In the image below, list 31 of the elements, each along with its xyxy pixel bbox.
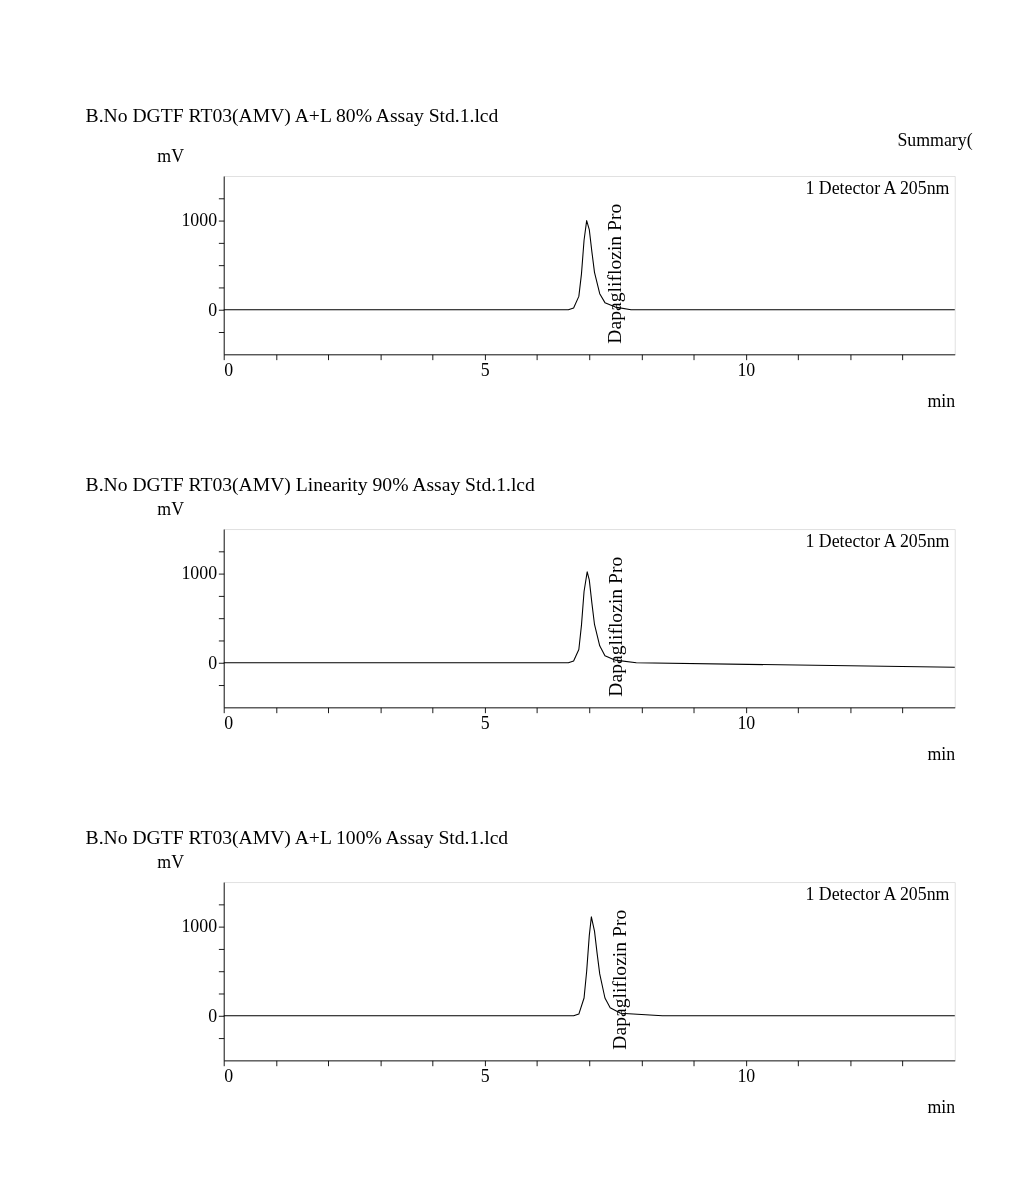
chart-title: B.No DGTF RT03(AMV) A+L 80% Assay Std.1.lcd	[85, 104, 499, 127]
x-tick-label: 5	[480, 1066, 490, 1087]
y-axis-title: mV	[157, 146, 185, 167]
x-tick-label: 5	[480, 360, 490, 381]
text: 1 Detector A 205nm	[805, 177, 950, 198]
x-axis-title: min	[927, 1097, 956, 1118]
chart-title: B.No DGTF RT03(AMV) Linearity 90% Assay Std.1.lcd	[85, 473, 536, 496]
x-tick-label: 5	[480, 713, 490, 734]
y-tick-label: 1000	[181, 210, 218, 231]
y-tick-label: 1000	[181, 916, 218, 937]
x-axis-title: min	[927, 391, 956, 412]
x-axis-title: min	[927, 744, 956, 765]
text: 1 Detector A 205nm	[805, 883, 950, 904]
annotation: Dapagliflozin Pro	[609, 909, 631, 1050]
x-tick-label: 0	[224, 1066, 234, 1087]
chart-title: B.No DGTF RT03(AMV) A+L 100% Assay Std.1.lcd	[85, 826, 509, 849]
text: 1 Detector A 205nm	[805, 530, 950, 551]
text: Summary(	[897, 129, 973, 151]
x-tick-label: 10	[737, 713, 756, 734]
y-axis-title: mV	[157, 852, 185, 873]
x-tick-label: 10	[737, 360, 756, 381]
y-tick-label: 0	[208, 299, 218, 320]
annotation: Dapagliflozin Pro	[604, 556, 626, 697]
annotation: Dapagliflozin Pro	[604, 203, 626, 344]
x-tick-label: 0	[224, 713, 234, 734]
y-tick-label: 0	[208, 1005, 218, 1026]
y-tick-label: 1000	[181, 563, 218, 584]
y-axis-title: mV	[157, 499, 185, 520]
x-tick-label: 0	[224, 360, 234, 381]
y-tick-label: 0	[208, 652, 218, 673]
x-tick-label: 10	[737, 1066, 756, 1087]
